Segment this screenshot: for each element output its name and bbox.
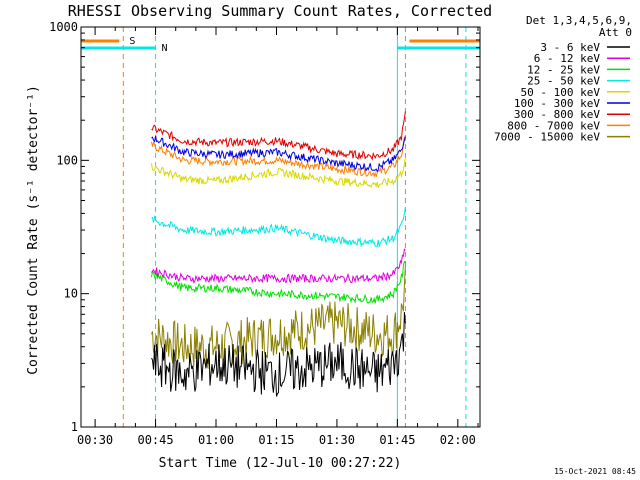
legend-header-line-2: Att 0 bbox=[599, 26, 632, 39]
x-tick-label: 00:30 bbox=[77, 433, 113, 447]
series-line bbox=[151, 157, 406, 189]
legend-label: 800 - 7000 keV bbox=[507, 119, 600, 132]
series-line bbox=[151, 312, 406, 397]
legend-label: 50 - 100 keV bbox=[521, 86, 601, 99]
x-tick-label: 01:00 bbox=[198, 433, 234, 447]
x-axis-title: Start Time (12-Jul-10 00:27:22) bbox=[159, 456, 402, 471]
series-line bbox=[151, 206, 406, 249]
plot-area: SN bbox=[81, 27, 480, 427]
x-tick-label: 01:15 bbox=[258, 433, 294, 447]
x-tick-label: 02:00 bbox=[440, 433, 476, 447]
axes: 1 10 100 1000 00:30 00:45 01:00 01:15 01:30 01:45… bbox=[49, 20, 481, 447]
series-line bbox=[151, 111, 406, 161]
footer-timestamp: 15-Oct-2021 08:45 bbox=[554, 467, 636, 476]
legend-label: 100 - 300 keV bbox=[514, 97, 600, 110]
annotation-s: S bbox=[129, 36, 135, 47]
legend-label: 6 - 12 keV bbox=[534, 52, 601, 65]
series-line bbox=[151, 135, 406, 173]
series-line bbox=[151, 135, 406, 178]
chart-title: RHESSI Observing Summary Count Rates, Co… bbox=[68, 2, 492, 20]
series-line bbox=[151, 265, 406, 370]
legend-header-line-1: Det 1,3,4,5,6,9, bbox=[526, 14, 632, 27]
series-line bbox=[151, 248, 406, 284]
y-tick-label: 1 bbox=[71, 420, 78, 434]
legend-label: 7000 - 15000 keV bbox=[494, 131, 600, 144]
y-tick-label: 100 bbox=[56, 153, 78, 167]
legend-label: 300 - 800 keV bbox=[514, 108, 600, 121]
legend-label: 25 - 50 keV bbox=[527, 75, 600, 88]
x-tick-label: 01:30 bbox=[319, 433, 355, 447]
y-axis-title: Corrected Count Rate (s⁻¹ detector⁻¹) bbox=[26, 85, 41, 375]
y-tick-label: 1000 bbox=[49, 20, 78, 34]
x-tick-label: 01:45 bbox=[379, 433, 415, 447]
legend-label: 3 - 6 keV bbox=[540, 41, 600, 54]
y-tick-label: 10 bbox=[64, 287, 78, 301]
series-line bbox=[151, 260, 406, 304]
annotation-n: N bbox=[162, 43, 168, 54]
plot-frame bbox=[80, 26, 481, 428]
x-tick-label: 00:45 bbox=[137, 433, 173, 447]
legend-label: 12 - 25 keV bbox=[527, 63, 600, 76]
